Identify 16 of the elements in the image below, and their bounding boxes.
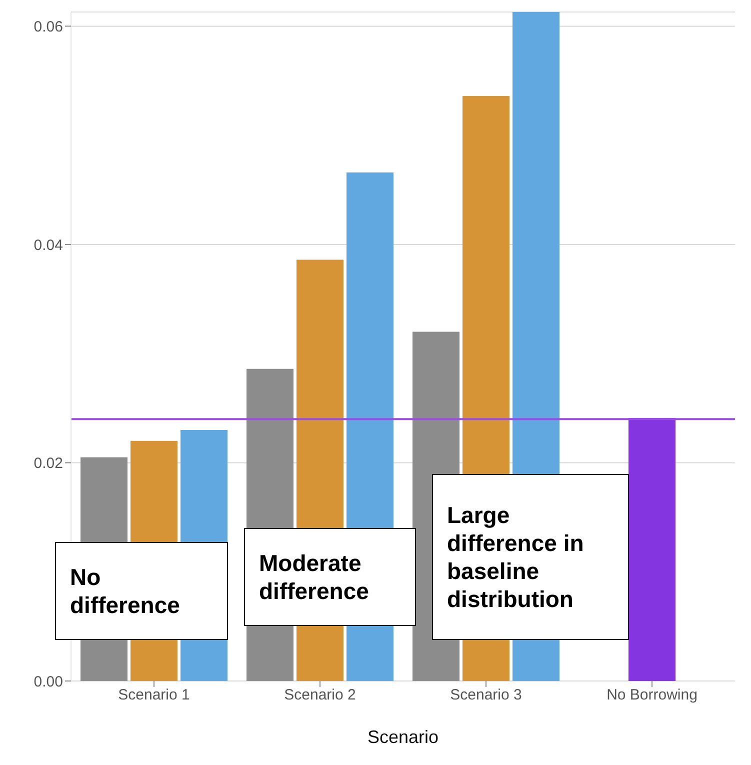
y-tick-label: 0.06 [34, 18, 63, 36]
y-tick-label: 0.02 [34, 455, 63, 472]
bar [628, 418, 676, 681]
text-box: Moderate difference [244, 528, 416, 626]
x-tick-label: Scenario 1 [118, 686, 190, 704]
annotation: Moderate difference [259, 549, 370, 605]
y-tick-label: 0.04 [34, 236, 63, 254]
x-tick-label: Scenario 3 [450, 686, 522, 704]
annotation: Large difference in baseline distribution [447, 501, 585, 613]
x-tick-label: Scenario 2 [284, 686, 356, 704]
annotation: No difference [70, 563, 181, 619]
y-tick-label: 0.00 [34, 673, 63, 690]
x-axis-title: Scenario [367, 727, 439, 747]
text-box: Large difference in baseline distribution [432, 474, 629, 640]
text-box: No difference [55, 542, 228, 640]
x-tick-label: No Borrowing [606, 686, 698, 704]
